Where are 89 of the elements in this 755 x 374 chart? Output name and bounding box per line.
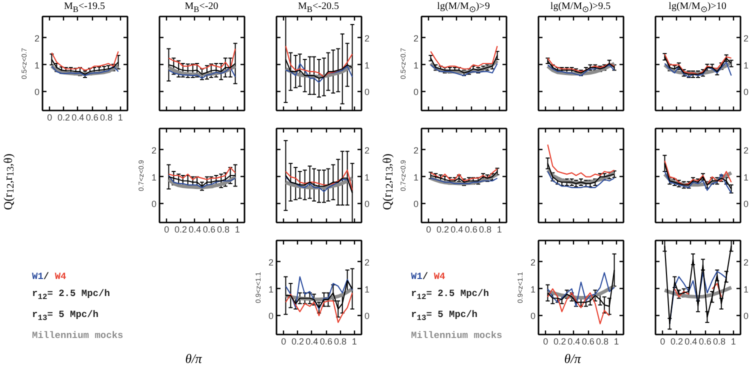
x-tick-label: 0.2 [57,112,70,122]
y-tick-label: 2 [268,257,274,268]
y-tick-label: 0 [268,311,274,322]
y-tick-label: 2 [364,33,370,44]
text: W1 [411,271,422,282]
x-tick-label: 1 [352,336,357,346]
x-tick-label: 0.2 [174,224,188,234]
x-tick-label: 0 [426,224,432,234]
y-tick-label: 0 [413,87,419,98]
y-tick-label: 0 [34,87,40,98]
x-tick-label: 0.8 [334,336,347,346]
y-tick-label: 0 [744,311,749,322]
text: W4 [434,271,446,282]
text: Millennium mocks [411,330,502,341]
text: r$_{12}$= 2.5 Mpc/h [32,288,110,302]
x-tick-label: 0.6 [464,224,478,234]
y-tick-label: 0 [364,87,370,98]
x-tick-label: 1 [496,224,502,234]
x-tick-label: 0.2 [553,336,566,346]
text: r$_{13}$= 5 Mpc/h [411,308,478,323]
y-tick-label: 2 [744,33,749,44]
y-tick-label: 2 [413,145,419,156]
x-tick-label: 0.8 [100,112,113,122]
chart-title: lg(M/M$_{⊙}$)>9.5 [550,0,611,16]
chart-title: lg(M/M$_{⊙}$)>10 [668,0,726,16]
y-tick-label: 2 [744,257,749,268]
x-tick-label: 1 [730,336,736,346]
y-tick-label: 2 [364,145,370,156]
x-tick-label: 0.4 [450,224,464,234]
y-tick-label: 0 [744,199,749,210]
text: r$_{12}$= 2.5 Mpc/h [411,288,489,302]
y-tick-label: 1 [34,60,40,70]
y-tick-label: 1 [530,284,536,294]
x-tick-label: 0.4 [72,112,84,122]
y-tick-label: 0 [413,199,419,210]
y-tick-label: 2 [34,33,40,44]
x-tick-label: 0.8 [478,224,492,234]
y-tick-label: 2 [413,33,419,44]
x-tick-label: 0.8 [216,224,230,234]
y-tick-label: 0 [364,199,370,210]
chart-title: M$_{B}$<-19.5 [64,0,105,16]
y-tick-label: 2 [744,145,749,156]
x-tick-label: 0.2 [670,336,684,346]
x-tick-label: 0.2 [436,224,450,234]
text: θ/π [564,350,581,368]
y-tick-label: 1 [364,60,370,70]
y-tick-label: 1 [151,172,157,182]
y-tick-label: 1 [364,172,370,182]
text: θ/π [185,350,202,368]
x-tick-label: 0.4 [684,336,698,346]
chart-title: M$_{B}$<-20 [184,0,218,16]
x-tick-label: 0.4 [306,336,318,346]
y-tick-label: 0 [744,87,749,98]
x-tick-label: 0 [543,336,548,346]
text: / [422,271,430,282]
y-tick-label: 1 [744,172,749,182]
x-tick-label: 0.8 [712,336,726,346]
x-tick-label: 1 [118,112,123,122]
chart-title: M$_{B}$<-20.5 [298,0,339,16]
y-tick-label: 1 [413,172,419,182]
x-tick-label: 1 [234,224,240,234]
x-tick-label: 0.6 [582,336,594,346]
y-tick-label: 1 [744,60,749,70]
y-tick-label: 1 [744,284,749,294]
x-tick-label: 0.6 [202,224,216,234]
y-tick-label: 2 [151,145,157,156]
x-tick-label: 0 [164,224,170,234]
text: W1 [32,271,44,282]
text: Millennium mocks [32,330,124,341]
x-tick-label: 0 [660,336,666,346]
text: W4 [54,271,66,282]
y-tick-label: 2 [530,257,536,268]
y-tick-label: 0 [530,311,536,322]
y-tick-label: 1 [413,60,419,70]
x-tick-label: 0.6 [320,336,332,346]
x-tick-label: 0.6 [86,112,98,122]
y-tick-label: 0 [151,199,157,210]
x-tick-label: 0.8 [596,336,609,346]
x-tick-label: 0.6 [698,336,712,346]
x-tick-label: 0.4 [188,224,202,234]
text: r$_{13}$= 5 Mpc/h [32,308,99,323]
x-tick-label: 1 [614,336,619,346]
y-tick-label: 1 [268,284,274,294]
chart-title: lg(M/M$_{⊙}$)>9 [437,0,490,16]
text: / [43,271,50,282]
x-tick-label: 0.2 [291,336,304,346]
x-tick-label: 0.4 [568,336,580,346]
x-tick-label: 0 [281,336,286,346]
x-tick-label: 0 [47,112,52,122]
